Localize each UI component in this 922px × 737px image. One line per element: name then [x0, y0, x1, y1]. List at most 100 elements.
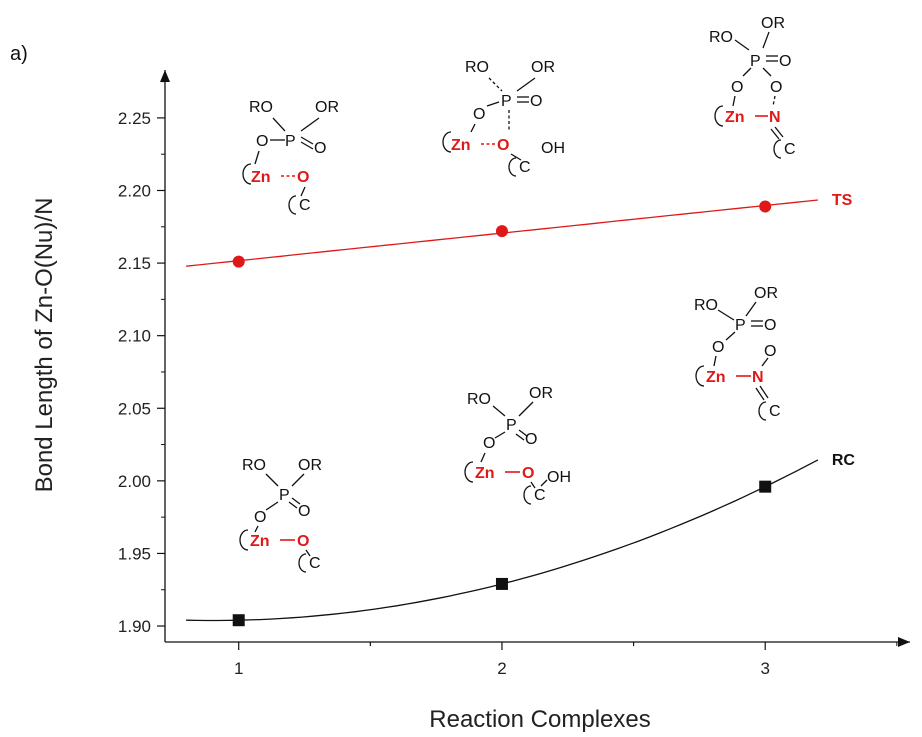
x-axis-title: Reaction Complexes	[429, 706, 650, 733]
rc2-bond	[530, 481, 536, 489]
structure-rc3: RO OR P O O Zn N O C	[694, 285, 781, 421]
rc2-arc	[464, 461, 474, 483]
rc3-ro: RO	[694, 297, 718, 314]
ts1-bond	[254, 150, 260, 165]
ts1-o-left: O	[256, 133, 268, 150]
rc3-n: N	[752, 369, 764, 386]
ts2-o-nu: O	[497, 137, 509, 154]
ts1-bond	[300, 141, 314, 150]
rc2-or: OR	[529, 385, 553, 402]
rc1-o-left: O	[254, 509, 266, 526]
panel-label: a)	[10, 43, 28, 65]
rc1-bond	[254, 525, 259, 533]
ts2-bond	[486, 101, 500, 107]
ts1-arc	[242, 163, 252, 185]
rc1-o-nu: O	[297, 533, 309, 550]
ts2-bond	[488, 77, 503, 92]
axes: 1.90 1.95 2.00 2.05 2.10 2.15 2.20 2.25 1 2 3	[118, 70, 910, 678]
rc2-bond	[480, 452, 486, 463]
rc2-bond	[518, 429, 528, 437]
marker-ts	[232, 255, 245, 268]
rc1-arc	[298, 553, 307, 573]
series-labels: TS RC	[832, 192, 856, 469]
ts3-zn: Zn	[725, 109, 745, 126]
y-axis-arrow	[160, 70, 170, 82]
ts1-bond	[300, 117, 320, 132]
ts3-or: OR	[761, 15, 785, 32]
x-axis-arrow	[898, 637, 910, 647]
y-tick-label: 2.15	[118, 254, 151, 273]
rc2-bond	[518, 401, 534, 417]
data-markers	[232, 200, 772, 627]
ts3-bond	[772, 95, 776, 107]
ts1-bond	[300, 136, 314, 145]
ts1-bond	[300, 186, 306, 197]
structure-ts3: RO OR P O O O Zn N C	[709, 15, 796, 159]
structure-rc2: RO OR P O O Zn O C OH	[464, 385, 571, 505]
y-tick-label: 2.10	[118, 327, 151, 346]
rc2-bond	[540, 479, 548, 487]
marker-rc	[232, 614, 245, 627]
rc1-arc	[239, 529, 249, 551]
ts2-bond	[516, 77, 536, 92]
rc3-o-top: O	[764, 317, 776, 334]
y-tick-label: 2.25	[118, 109, 151, 128]
rc1-bond	[291, 473, 305, 487]
ts1-bond	[272, 117, 286, 132]
marker-ts	[759, 200, 772, 213]
rc3-p: P	[735, 317, 746, 334]
rc1-bond	[265, 473, 279, 487]
ts3-n: N	[769, 109, 781, 126]
rc2-o-top: O	[525, 431, 537, 448]
rc1-zn: Zn	[250, 533, 270, 550]
rc1-bond	[291, 497, 301, 505]
rc3-arc	[695, 365, 705, 387]
ts1-c: C	[299, 197, 311, 214]
y-axis-title: Bond Length of Zn-O(Nu)/N	[31, 198, 58, 493]
structure-rc1: RO OR P O O Zn O C	[239, 457, 322, 573]
marker-ts	[495, 225, 508, 238]
ts1-o-top: O	[314, 140, 326, 157]
rc3-c: C	[769, 403, 781, 420]
rc3-or: OR	[754, 285, 778, 302]
y-tick-label: 2.00	[118, 472, 151, 491]
ts2-ro: RO	[465, 59, 489, 76]
ts3-o-left: O	[731, 79, 743, 96]
rc3-o-n: O	[764, 343, 776, 360]
rc3-o-left: O	[712, 339, 724, 356]
y-tick-label: 1.95	[118, 544, 151, 563]
ts1-ro: RO	[249, 99, 273, 116]
marker-rc	[759, 480, 772, 493]
x-tick-label: 3	[760, 659, 769, 678]
rc2-ro: RO	[467, 391, 491, 408]
rc1-bond	[288, 501, 298, 509]
y-tick-label: 2.05	[118, 399, 151, 418]
ts3-bond	[734, 39, 750, 51]
ts2-oh: OH	[541, 140, 565, 157]
rc1-bond	[265, 501, 279, 511]
ts3-ro: RO	[709, 29, 733, 46]
marker-rc	[495, 577, 508, 590]
structure-ts1: RO OR P O O Zn O C	[242, 99, 339, 215]
fit-lines	[186, 199, 819, 622]
ts1-arc	[288, 195, 297, 215]
ts2-or: OR	[531, 59, 555, 76]
rc3-bond	[761, 357, 769, 367]
ts2-o-left: O	[473, 106, 485, 123]
rc2-o-left: O	[483, 435, 495, 452]
series-label-ts: TS	[832, 192, 853, 209]
ts3-bond	[742, 67, 752, 77]
rc3-bond	[725, 331, 736, 341]
ts3-o-right: O	[770, 79, 782, 96]
rc1-ro: RO	[242, 457, 266, 474]
ts3-bond	[770, 128, 780, 140]
series-label-rc: RC	[832, 452, 856, 469]
ts3-bond	[774, 126, 784, 138]
rc3-bond	[713, 355, 717, 367]
ts1-o-nu: O	[297, 169, 309, 186]
ts2-zn: Zn	[451, 137, 471, 154]
ts3-bond	[762, 31, 770, 49]
ts2-p: P	[501, 93, 512, 110]
ts2-o-top: O	[530, 93, 542, 110]
